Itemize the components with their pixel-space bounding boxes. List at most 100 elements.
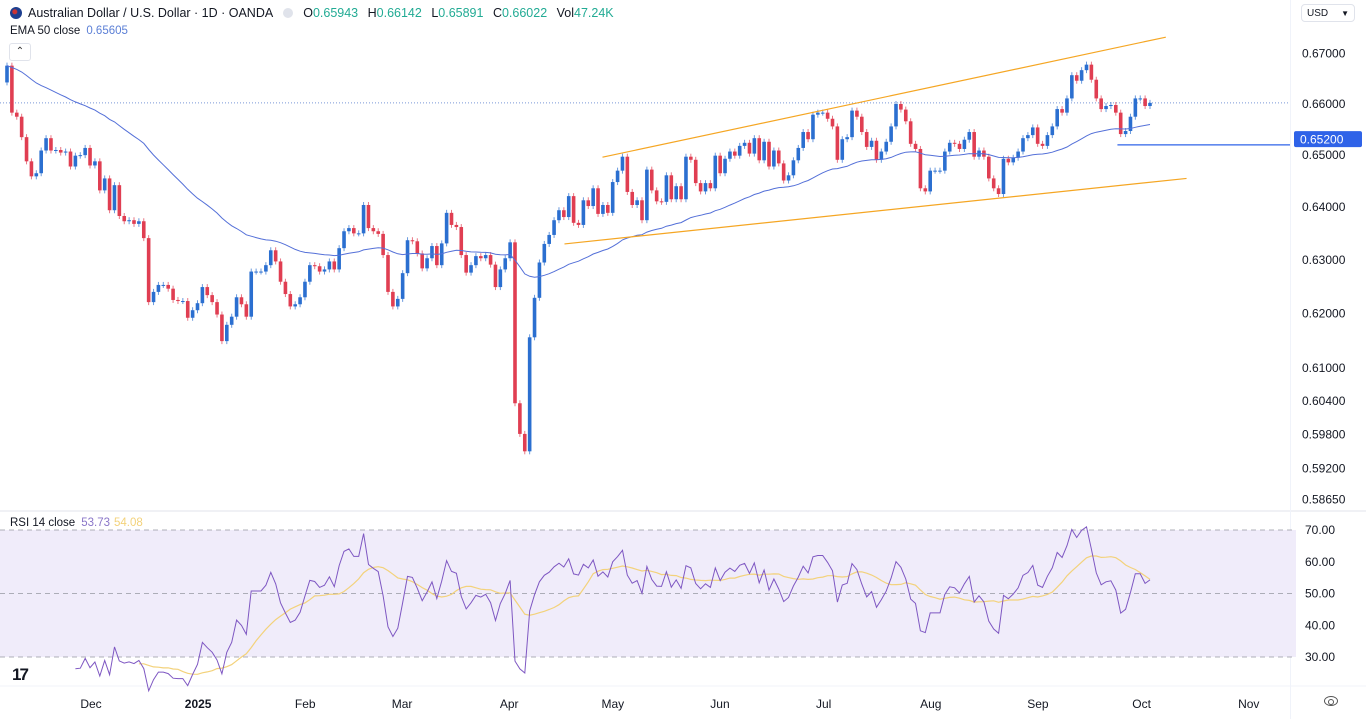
candle-body bbox=[1143, 98, 1147, 107]
candle-body bbox=[268, 250, 273, 266]
symbol-legend: Australian Dollar / U.S. Dollar · 1D · O… bbox=[10, 6, 614, 20]
candle-body bbox=[1011, 157, 1016, 163]
volume-label: Vol bbox=[556, 6, 575, 20]
candle-body bbox=[747, 142, 752, 154]
symbol-title[interactable]: Australian Dollar / U.S. Dollar · 1D · O… bbox=[28, 6, 274, 20]
candle-body bbox=[68, 151, 73, 167]
price-tick-label: 0.64000 bbox=[1302, 200, 1346, 214]
candle-body bbox=[405, 240, 410, 274]
candle-body bbox=[1050, 126, 1055, 136]
candle-body bbox=[996, 188, 1001, 195]
candle-body bbox=[664, 175, 669, 202]
candle-body bbox=[947, 142, 952, 152]
candle-body bbox=[781, 163, 786, 181]
rsi-tick-label: 60.00 bbox=[1305, 555, 1335, 569]
eye-icon[interactable] bbox=[1324, 696, 1338, 706]
candle-body bbox=[933, 170, 937, 172]
candle-body bbox=[1128, 116, 1133, 132]
candle-body bbox=[1148, 102, 1152, 107]
candle-body bbox=[449, 212, 454, 225]
candle-body bbox=[225, 324, 229, 342]
candle-body bbox=[1094, 79, 1099, 99]
candle-body bbox=[1089, 64, 1094, 80]
candle-body bbox=[425, 258, 429, 269]
time-tick-label: Nov bbox=[1238, 697, 1259, 711]
candle-body bbox=[762, 141, 766, 161]
candle-body bbox=[689, 156, 693, 160]
candle-body bbox=[845, 137, 849, 140]
rsi-legend[interactable]: RSI 14 close 53.73 54.08 bbox=[10, 517, 143, 529]
rsi-label: RSI 14 close bbox=[10, 517, 76, 529]
candle-body bbox=[410, 240, 415, 242]
ema-value: 0.65605 bbox=[86, 25, 128, 37]
candle-body bbox=[967, 132, 972, 140]
candle-body bbox=[943, 151, 947, 171]
candle-body bbox=[786, 175, 791, 181]
candle-body bbox=[908, 121, 913, 144]
candle-body bbox=[899, 104, 903, 110]
candle-body bbox=[850, 110, 854, 138]
candle-body bbox=[200, 287, 205, 304]
candle-body bbox=[93, 161, 97, 166]
time-tick-label: 2025 bbox=[185, 697, 212, 711]
candle-body bbox=[54, 149, 58, 151]
candle-body bbox=[591, 188, 595, 207]
tradingview-logo-icon[interactable]: 17 bbox=[12, 665, 29, 684]
candle-body bbox=[723, 158, 727, 174]
aud-usd-flag-icon bbox=[10, 7, 22, 19]
time-tick-label: May bbox=[602, 697, 625, 711]
currency-select[interactable]: USD ▼ bbox=[1301, 4, 1355, 22]
candle-body bbox=[474, 256, 478, 266]
high-value: 0.66142 bbox=[376, 6, 422, 20]
candle-body bbox=[356, 233, 361, 235]
time-tick-label: Oct bbox=[1132, 697, 1151, 711]
candle-body bbox=[430, 246, 434, 259]
candle-body bbox=[14, 112, 19, 117]
candles bbox=[5, 61, 1152, 455]
candle-body bbox=[493, 264, 498, 288]
candle-body bbox=[1055, 109, 1059, 127]
candle-body bbox=[938, 170, 942, 172]
candle-body bbox=[1060, 109, 1064, 113]
candle-body bbox=[571, 196, 576, 223]
candle-body bbox=[391, 291, 395, 307]
candle-body bbox=[596, 188, 600, 214]
candle-body bbox=[840, 139, 845, 160]
candle-body bbox=[469, 265, 473, 273]
candle-body bbox=[855, 110, 859, 117]
candle-body bbox=[337, 248, 341, 270]
candle-body bbox=[88, 147, 92, 166]
candle-body bbox=[640, 200, 644, 221]
price-tick-label: 0.59800 bbox=[1302, 427, 1346, 441]
candle-body bbox=[264, 265, 268, 272]
candle-body bbox=[332, 261, 337, 270]
candle-body bbox=[606, 204, 610, 213]
rsi-ma-line bbox=[138, 555, 1151, 675]
candle-body bbox=[684, 156, 688, 200]
time-tick-label: Feb bbox=[295, 697, 316, 711]
candle-body bbox=[293, 304, 297, 307]
candle-body bbox=[884, 141, 889, 152]
candle-body bbox=[303, 281, 307, 298]
candle-body bbox=[1074, 75, 1079, 81]
candle-body bbox=[864, 132, 869, 147]
candle-body bbox=[185, 301, 190, 318]
candle-body bbox=[464, 255, 468, 273]
candle-body bbox=[215, 302, 219, 315]
candle-body bbox=[698, 183, 703, 192]
candle-body bbox=[869, 140, 874, 147]
ema-legend[interactable]: EMA 50 close 0.65605 bbox=[10, 25, 128, 37]
candle-body bbox=[576, 222, 581, 225]
time-tick-label: Apr bbox=[500, 697, 519, 711]
collapse-legend-button[interactable]: ⌃ bbox=[9, 43, 31, 61]
candle-body bbox=[498, 269, 503, 288]
candle-body bbox=[298, 297, 302, 305]
candle-body bbox=[894, 104, 898, 127]
candle-body bbox=[454, 224, 459, 228]
candle-body bbox=[860, 116, 864, 133]
rsi-value: 53.73 bbox=[81, 517, 110, 529]
rsi-tick-label: 50.00 bbox=[1305, 587, 1335, 601]
rsi-tick-label: 70.00 bbox=[1305, 523, 1335, 537]
candle-body bbox=[1030, 127, 1035, 136]
